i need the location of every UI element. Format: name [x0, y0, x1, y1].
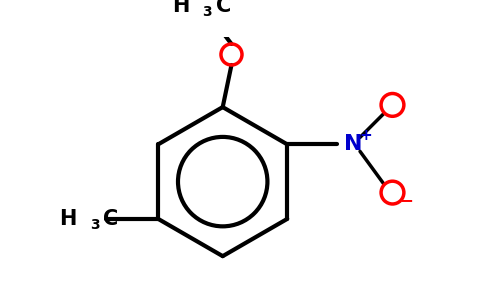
Text: H: H [59, 209, 76, 229]
Text: −: − [400, 190, 413, 208]
Text: +: + [359, 128, 372, 143]
Text: C: C [216, 0, 231, 16]
Text: 3: 3 [90, 218, 99, 232]
Text: H: H [172, 0, 189, 16]
Text: C: C [103, 209, 118, 229]
Text: 3: 3 [202, 5, 212, 20]
Text: N: N [344, 134, 362, 154]
